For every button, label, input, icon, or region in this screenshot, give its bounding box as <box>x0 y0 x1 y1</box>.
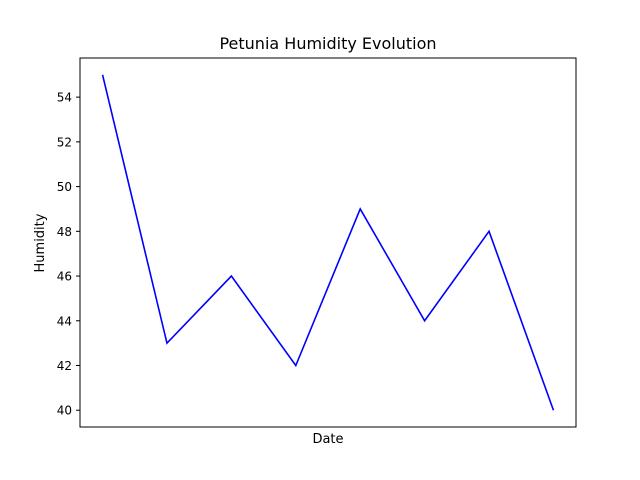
y-tick-label: 50 <box>57 180 72 194</box>
y-tick-label: 48 <box>57 225 72 239</box>
plot-frame <box>79 57 577 428</box>
y-tick-label: 44 <box>57 314 72 328</box>
plot-background <box>80 58 576 427</box>
y-axis-label: Humidity <box>33 213 48 272</box>
y-tick-label: 40 <box>57 404 72 418</box>
series-line <box>101 74 555 411</box>
chart-title: Petunia Humidity Evolution <box>219 34 436 53</box>
y-tick-label: 46 <box>57 270 72 284</box>
y-axis-ticks: 40 42 44 46 48 50 52 54 <box>57 91 80 418</box>
y-tick-label: 54 <box>57 91 72 105</box>
data-points <box>102 74 554 411</box>
y-tick-label: 52 <box>57 135 72 149</box>
x-axis-label: Date <box>312 432 343 447</box>
y-tick-label: 42 <box>57 359 72 373</box>
